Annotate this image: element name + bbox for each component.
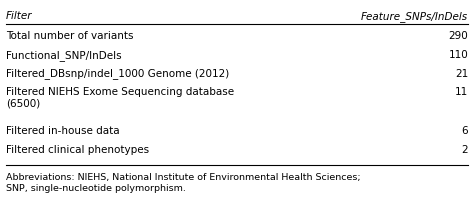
Text: Functional_SNP/InDels: Functional_SNP/InDels <box>6 50 121 60</box>
Text: 110: 110 <box>448 50 468 60</box>
Text: 21: 21 <box>455 68 468 78</box>
Text: Filter: Filter <box>6 11 32 21</box>
Text: 290: 290 <box>448 31 468 41</box>
Text: Feature_SNPs/InDels: Feature_SNPs/InDels <box>361 11 468 22</box>
Text: Filtered in-house data: Filtered in-house data <box>6 125 119 135</box>
Text: 11: 11 <box>455 87 468 97</box>
Text: Filtered NIEHS Exome Sequencing database
(6500): Filtered NIEHS Exome Sequencing database… <box>6 87 234 108</box>
Text: Filtered_DBsnp/indel_1000 Genome (2012): Filtered_DBsnp/indel_1000 Genome (2012) <box>6 68 229 79</box>
Text: Total number of variants: Total number of variants <box>6 31 133 41</box>
Text: 2: 2 <box>462 144 468 154</box>
Text: Filtered clinical phenotypes: Filtered clinical phenotypes <box>6 144 149 154</box>
Text: Abbreviations: NIEHS, National Institute of Environmental Health Sciences;
SNP, : Abbreviations: NIEHS, National Institute… <box>6 172 360 192</box>
Text: 6: 6 <box>462 125 468 135</box>
